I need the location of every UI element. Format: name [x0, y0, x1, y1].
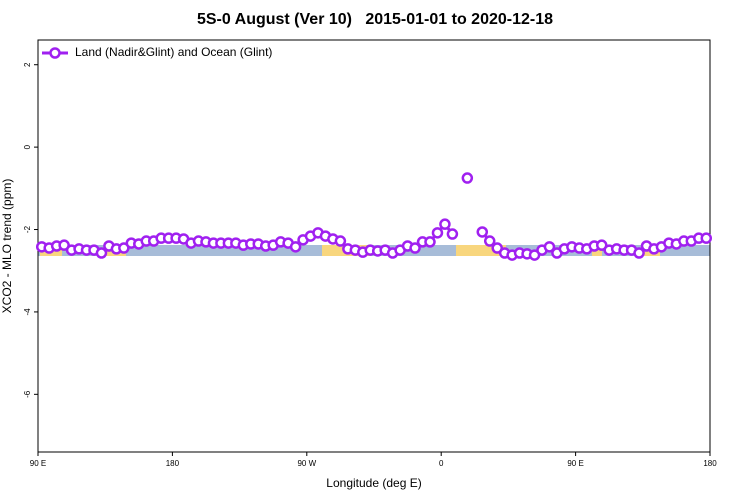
point — [461, 172, 474, 184]
point — [439, 218, 451, 230]
point — [95, 247, 108, 259]
y-tick-label: -4 — [23, 308, 32, 316]
x-tick-label: 90 W — [297, 459, 316, 468]
point — [334, 235, 347, 247]
x-axis-label: Longitude (deg E) — [326, 476, 421, 490]
y-tick-label: -2 — [23, 225, 32, 233]
legend-label: Land (Nadir&Glint) and Ocean (Glint) — [75, 45, 272, 59]
point — [446, 228, 459, 240]
point — [476, 226, 489, 238]
x-tick-label: 90 E — [567, 459, 583, 468]
legend: Land (Nadir&Glint) and Ocean (Glint) — [42, 45, 272, 59]
point — [633, 247, 645, 259]
chart-title: 5S-0 August (Ver 10) 2015-01-01 to 2020-… — [197, 11, 553, 28]
point — [409, 242, 421, 254]
point — [483, 235, 496, 247]
point — [528, 249, 541, 261]
point — [595, 239, 608, 251]
point — [58, 239, 70, 251]
x-tick-label: 0 — [439, 459, 444, 468]
point — [431, 227, 444, 239]
y-axis-label: XCO2 - MLO trend (ppm) — [0, 179, 14, 314]
x-tick-label: 180 — [703, 459, 717, 468]
point — [543, 241, 556, 253]
point — [700, 232, 713, 244]
point — [491, 242, 503, 254]
point — [118, 242, 130, 254]
point — [289, 241, 302, 253]
point — [424, 236, 436, 248]
x-tick-label: 180 — [166, 459, 180, 468]
y-tick-label: 0 — [23, 144, 32, 149]
y-tick-label: 2 — [23, 62, 32, 67]
y-tick-label: -6 — [23, 390, 32, 398]
legend-marker — [49, 47, 61, 59]
x-tick-label: 90 E — [30, 459, 46, 468]
